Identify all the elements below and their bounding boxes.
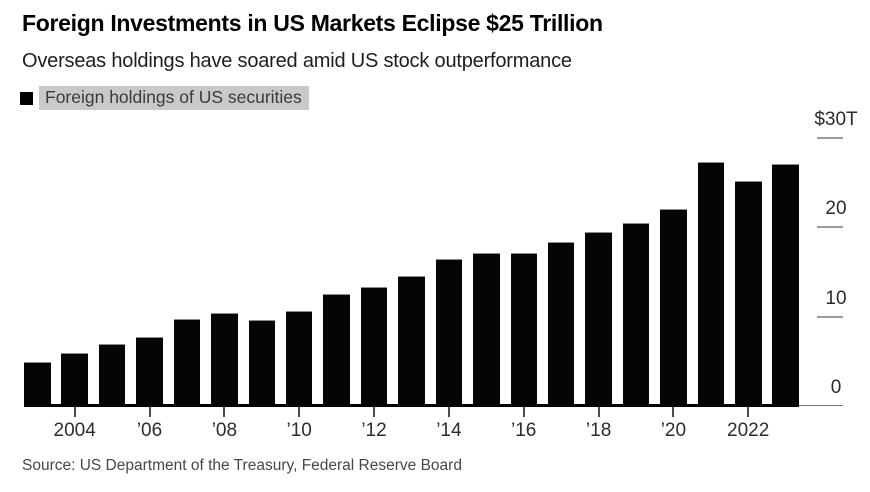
x-tick-2020 <box>672 407 675 417</box>
x-tick-2010 <box>298 407 301 417</box>
bar-2005 <box>98 344 126 406</box>
bar-2007 <box>173 319 201 406</box>
bar-2012 <box>360 287 388 406</box>
y-tick-label-30: $30T <box>814 108 858 130</box>
x-tick-label-2014: ’14 <box>436 420 462 441</box>
y-tick-label-0: 0 <box>830 377 842 398</box>
bar-2017 <box>547 242 575 406</box>
chart-subtitle: Overseas holdings have soared amid US st… <box>22 50 572 72</box>
bar-2019 <box>622 222 650 406</box>
bar-2003 <box>24 362 51 406</box>
y-tick-30 <box>817 136 843 139</box>
bar-2013 <box>398 276 425 406</box>
bar-2009 <box>248 320 275 406</box>
bar-2006 <box>136 337 163 406</box>
bar-2011 <box>323 294 350 406</box>
bar-2022 <box>735 181 762 406</box>
x-tick-label-2018: ’18 <box>585 420 612 441</box>
x-tick-2006 <box>148 407 151 417</box>
bar-2020 <box>660 209 687 406</box>
x-tick-label-2004: 2004 <box>53 420 96 441</box>
x-tick-2004 <box>73 407 76 417</box>
x-tick-label-2022: 2022 <box>727 420 770 441</box>
x-tick-2022 <box>747 407 750 417</box>
x-tick-label-2006: ’06 <box>136 420 163 441</box>
x-tick-2012 <box>373 407 375 417</box>
bar-2010 <box>285 311 313 406</box>
x-tick-label-2016: ’16 <box>511 420 537 441</box>
legend-label: Foreign holdings of US securities <box>39 86 309 110</box>
y-tick-label-20: 20 <box>825 198 847 219</box>
y-tick-10 <box>817 315 843 318</box>
x-tick-label-2020: ’20 <box>660 420 687 441</box>
legend-swatch-icon <box>20 91 33 105</box>
x-tick-2014 <box>447 407 450 417</box>
bar-2021 <box>697 161 725 406</box>
bar-2015 <box>473 253 500 406</box>
x-tick-label-2012: ’12 <box>361 420 387 441</box>
y-tick-20 <box>817 226 843 228</box>
bar-2014 <box>435 259 463 406</box>
x-tick-2016 <box>522 407 525 417</box>
source-note: Source: US Department of the Treasury, F… <box>22 457 462 474</box>
x-tick-label-2010: ’10 <box>286 420 312 441</box>
x-tick-2018 <box>597 407 600 417</box>
bar-2018 <box>585 232 612 406</box>
bar-2023 <box>772 164 799 406</box>
bar-2008 <box>211 312 238 406</box>
y-tick-label-10: 10 <box>825 287 847 309</box>
x-axis-line-extension <box>799 405 843 406</box>
chart-legend: Foreign holdings of US securities <box>20 86 309 110</box>
chart-title: Foreign Investments in US Markets Eclips… <box>22 10 603 36</box>
x-tick-2008 <box>223 407 226 417</box>
bar-2004 <box>61 353 88 406</box>
bar-2016 <box>510 253 537 406</box>
x-tick-label-2008: ’08 <box>211 420 238 441</box>
